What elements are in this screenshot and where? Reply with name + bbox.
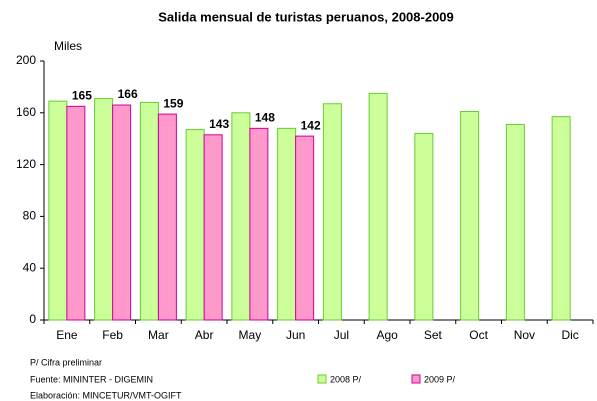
x-tick-label: May: [239, 328, 262, 342]
x-tick-label: Mar: [148, 328, 169, 342]
data-label: 166: [118, 87, 138, 101]
y-tick-label: 200: [16, 53, 36, 67]
data-label: 143: [209, 117, 229, 131]
note: Fuente: MININTER - DIGEMIN: [30, 374, 153, 384]
data-label: 159: [163, 96, 183, 110]
y-tick-label: 160: [16, 105, 36, 119]
bar: [203, 134, 223, 321]
note: Elaboración: MINCETUR/VMT-OGIFT: [30, 390, 182, 400]
data-label: 165: [72, 88, 92, 102]
legend-swatch: [411, 374, 421, 384]
y-tick-label: 0: [29, 312, 36, 326]
bar: [112, 104, 132, 321]
bar: [414, 133, 434, 321]
legend-label: 2008 P/: [330, 374, 362, 384]
x-tick-label: Oct: [469, 328, 488, 342]
bar: [505, 123, 525, 321]
data-label: 142: [301, 118, 321, 132]
chart-title: Salida mensual de turistas peruanos, 200…: [158, 9, 454, 24]
x-tick-label: Abr: [195, 328, 214, 342]
bar: [322, 103, 342, 321]
x-tick-label: Nov: [514, 328, 535, 342]
x-tick-label: Ene: [56, 328, 78, 342]
y-tick-label: 80: [23, 209, 37, 223]
bar: [231, 112, 251, 321]
legend-label: 2009 P/: [424, 374, 456, 384]
bar: [94, 98, 114, 321]
x-tick-label: Set: [424, 328, 443, 342]
x-tick-label: Jul: [334, 328, 349, 342]
x-tick-label: Dic: [561, 328, 578, 342]
bar: [249, 127, 269, 321]
bar: [139, 101, 159, 321]
bar: [157, 113, 177, 321]
bar: [368, 92, 388, 321]
data-label: 148: [255, 111, 275, 125]
y-tick-label: 40: [23, 260, 37, 274]
bar: [460, 111, 480, 321]
bar: [295, 135, 315, 321]
bar: [66, 105, 86, 321]
y-axis-label: Miles: [54, 39, 82, 53]
x-tick-label: Ago: [376, 328, 398, 342]
x-tick-label: Jun: [286, 328, 305, 342]
legend-swatch: [317, 374, 327, 384]
x-tick-label: Feb: [102, 328, 123, 342]
bar: [185, 129, 205, 321]
bar: [48, 100, 68, 321]
bar: [277, 127, 297, 321]
bar: [551, 116, 571, 321]
note: P/ Cifra preliminar: [30, 357, 102, 367]
y-tick-label: 120: [16, 157, 36, 171]
